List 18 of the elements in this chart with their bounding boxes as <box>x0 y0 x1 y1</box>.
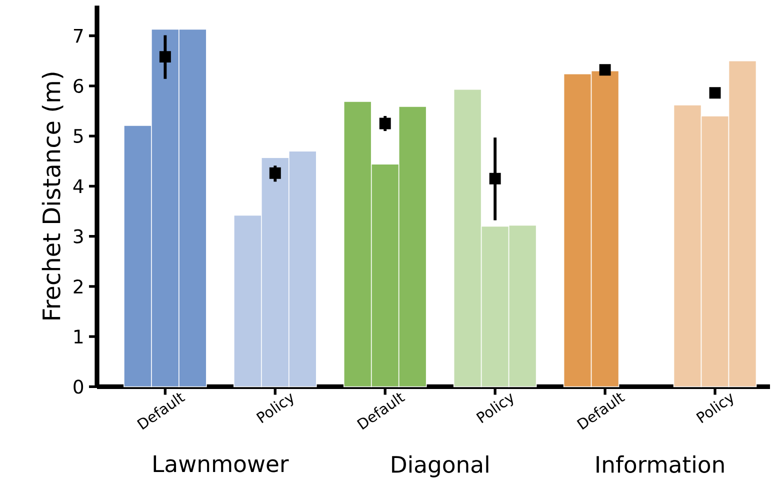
y-tick-label: 4 <box>73 179 84 193</box>
point <box>159 51 171 63</box>
text: Lawnmower <box>154 455 289 472</box>
point <box>709 87 721 99</box>
y-axis-title: Frechet Distance (m) <box>42 72 64 320</box>
y-tick-label: 6 <box>74 78 84 93</box>
point <box>599 64 611 76</box>
y-tick-label: 5 <box>74 129 83 143</box>
text: Information <box>596 455 724 473</box>
y-tick-label: 7 <box>74 28 83 43</box>
point <box>269 167 281 179</box>
y-tick-label: 0 <box>74 380 84 394</box>
point <box>379 118 391 130</box>
y-tick-label: 2 <box>74 280 82 294</box>
text: Diagonal <box>392 455 488 478</box>
point <box>489 172 501 184</box>
y-tick-label: 1 <box>74 330 83 344</box>
y-tick-label: 3 <box>74 229 83 244</box>
